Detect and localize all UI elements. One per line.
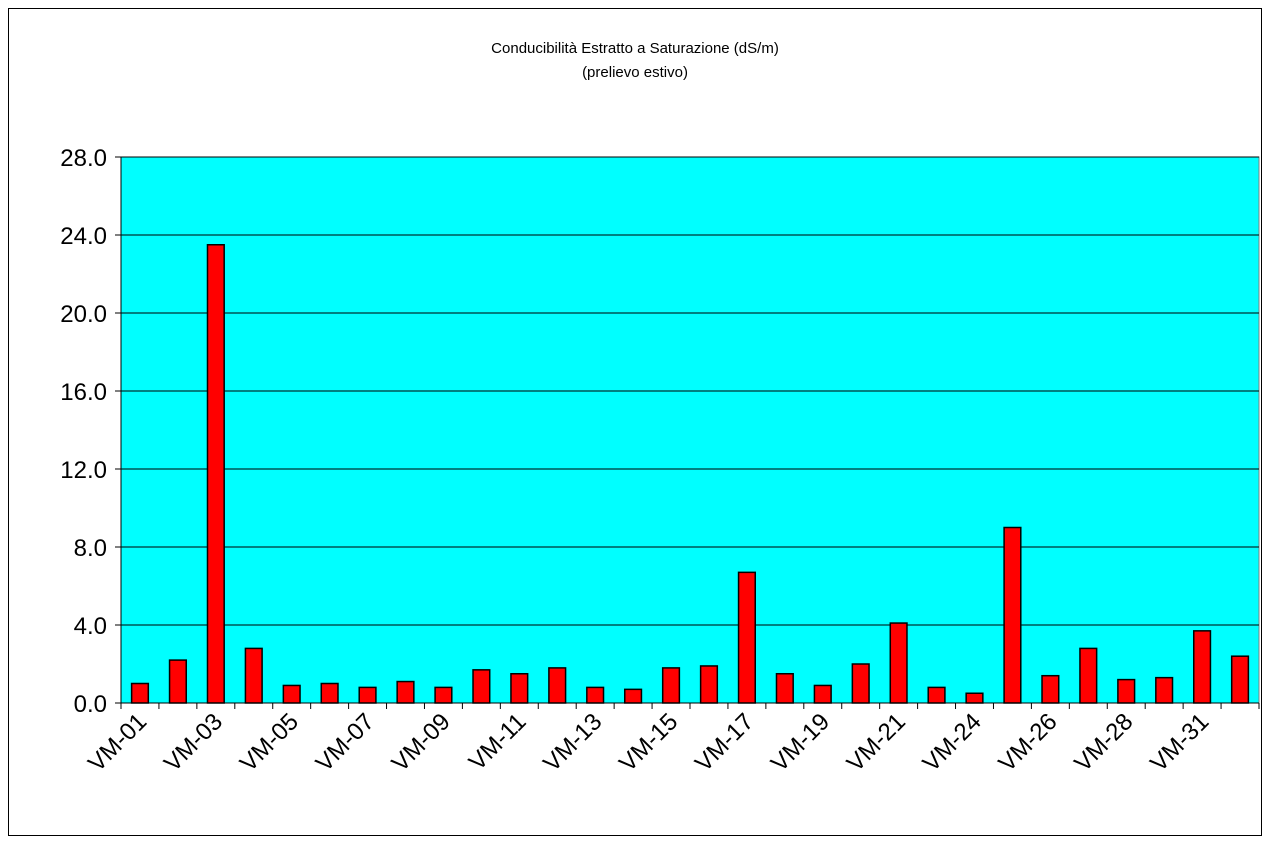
bar [1230, 655, 1250, 704]
bar [1041, 674, 1060, 704]
bar [548, 667, 567, 704]
bar [1117, 678, 1136, 704]
chart-title: Conducibilità Estratto a Saturazione (dS… [491, 40, 779, 57]
y-tick-label: 4.0 [74, 613, 107, 640]
bar [206, 244, 225, 704]
y-tick-label: 16.0 [60, 379, 107, 406]
bar [168, 659, 187, 704]
bar [851, 663, 870, 704]
y-tick-label: 20.0 [60, 301, 107, 328]
bar [699, 665, 719, 704]
bar [396, 680, 415, 704]
bar [472, 669, 491, 704]
bar [586, 686, 605, 704]
bar [965, 692, 984, 704]
y-tick-label: 8.0 [74, 535, 107, 562]
bar [813, 684, 832, 704]
bar [889, 622, 908, 704]
bar [1193, 630, 1212, 704]
y-tick-label: 12.0 [60, 457, 107, 484]
y-tick-label: 24.0 [60, 223, 107, 250]
bar [434, 686, 453, 704]
bar [244, 647, 263, 704]
bar [927, 686, 946, 704]
bar [1155, 676, 1174, 704]
y-tick-label: 0.0 [74, 691, 107, 718]
chart-subtitle: (prelievo estivo) [582, 64, 688, 81]
y-tick-label: 28.0 [60, 145, 107, 172]
bar [1003, 526, 1022, 704]
plot-area [120, 156, 1260, 704]
bar [282, 684, 301, 704]
bar [624, 688, 643, 704]
bar [130, 682, 150, 704]
bar [737, 571, 756, 704]
bar [320, 682, 339, 704]
bar [661, 667, 681, 704]
bar [1079, 647, 1098, 704]
bar [358, 686, 377, 704]
bar [510, 673, 529, 704]
bar [775, 673, 794, 704]
